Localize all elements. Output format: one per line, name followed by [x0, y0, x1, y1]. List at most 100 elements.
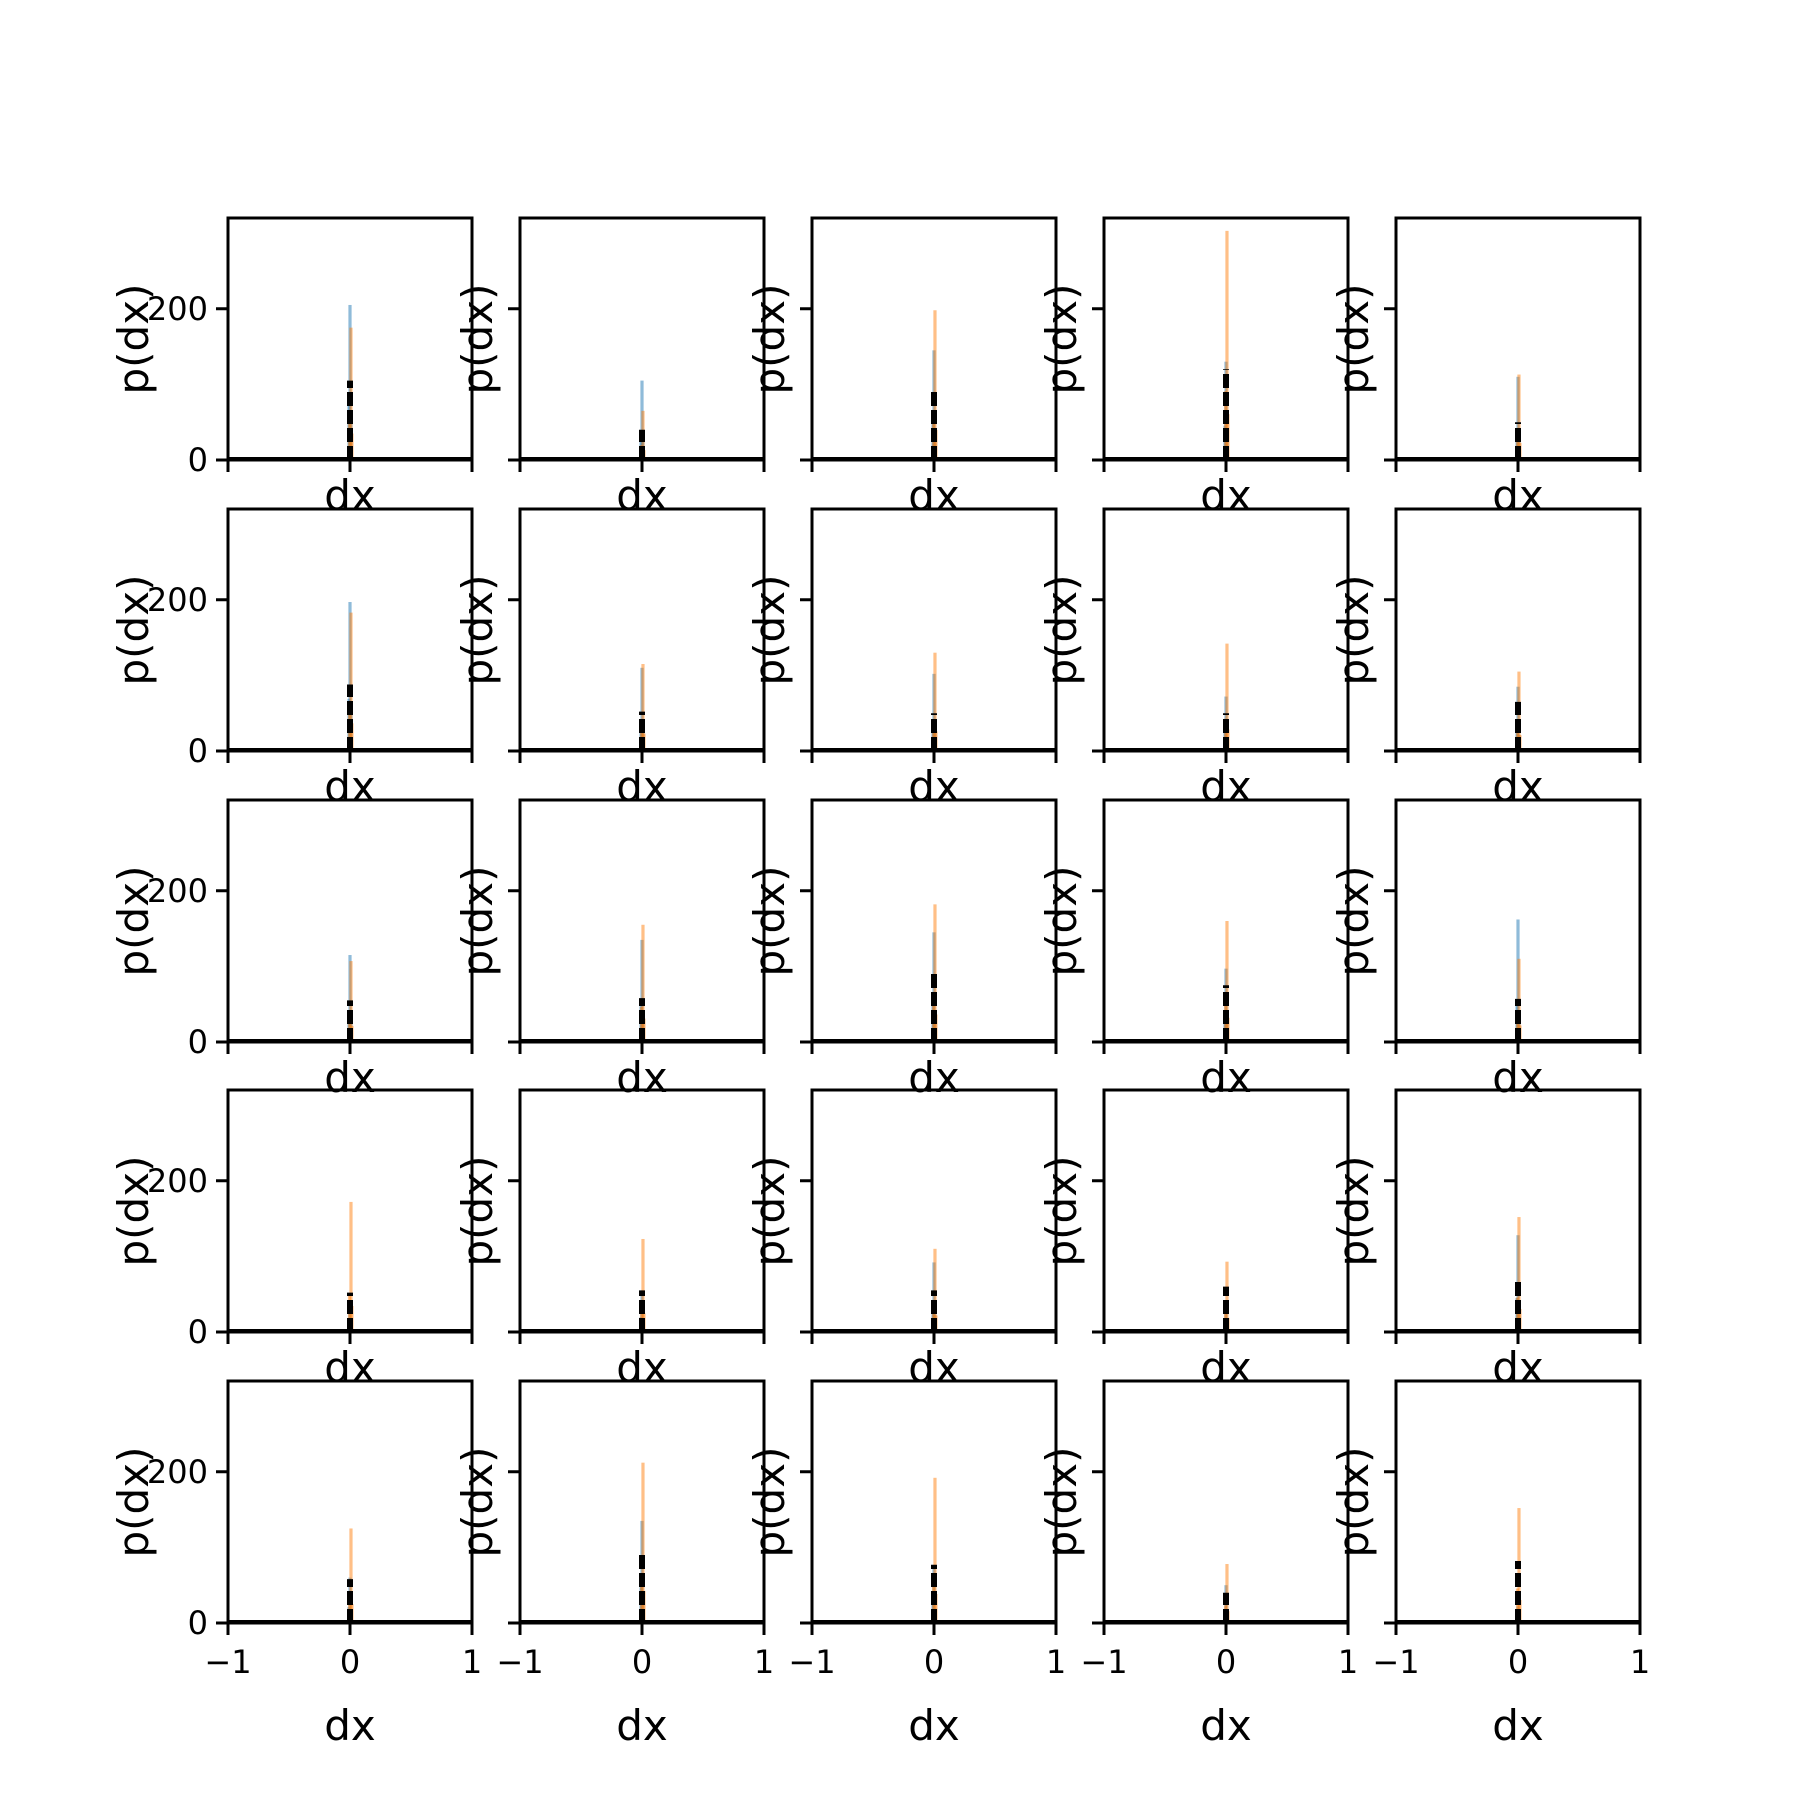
y-axis-label: p(dx) — [1329, 1156, 1378, 1267]
histogram-panel: −1 0 1 p(dx) dx — [1037, 1379, 1358, 1750]
orange-bar — [934, 430, 938, 460]
x-axis-label: dx — [324, 1343, 376, 1392]
histogram-panel: p(dx) dx — [745, 798, 1058, 1102]
y-tick-label: 200 — [147, 1453, 208, 1491]
y-axis-label: p(dx) — [453, 1156, 502, 1267]
histogram-panel: p(dx) dx — [1037, 216, 1350, 520]
orange-bar — [641, 924, 645, 1042]
x-axis-label: dx — [324, 471, 376, 520]
x-tick-label: 0 — [1216, 1643, 1236, 1681]
histogram-panel: p(dx) dx — [453, 507, 766, 811]
y-axis-label: p(dx) — [109, 1447, 158, 1558]
y-axis-label: p(dx) — [109, 1156, 158, 1267]
y-axis-label: p(dx) — [1037, 866, 1086, 977]
y-axis-label: p(dx) — [1329, 1447, 1378, 1558]
y-tick-label: 200 — [147, 581, 208, 619]
x-tick-label: 0 — [340, 1643, 360, 1681]
y-axis-label: p(dx) — [745, 1156, 794, 1267]
y-axis-label: p(dx) — [1329, 284, 1378, 395]
histogram-panel: −1 0 1 p(dx) dx — [453, 1379, 774, 1750]
histogram-panel: p(dx) dx — [453, 798, 766, 1102]
orange-bar — [934, 1593, 938, 1623]
histogram-panel: p(dx) dx — [745, 216, 1058, 520]
x-tick-label: 1 — [1630, 1643, 1650, 1681]
y-axis-label: p(dx) — [453, 284, 502, 395]
x-axis-label: dx — [908, 762, 960, 811]
histogram-panel: p(dx) dx — [1329, 507, 1642, 811]
orange-bar — [642, 1590, 646, 1623]
x-tick-label: −1 — [1080, 1643, 1127, 1681]
x-tick-label: −1 — [1372, 1643, 1419, 1681]
x-axis-label: dx — [1492, 762, 1544, 811]
x-tick-label: 0 — [1508, 1643, 1528, 1681]
histogram-panel: p(dx) dx — [1329, 798, 1642, 1102]
x-axis-label: dx — [908, 1053, 960, 1102]
y-axis-label: p(dx) — [453, 866, 502, 977]
orange-bar — [349, 612, 353, 751]
y-tick-label: 200 — [147, 290, 208, 328]
histogram-panel: p(dx) dx — [1329, 1088, 1642, 1392]
y-axis-label: p(dx) — [1037, 1156, 1086, 1267]
x-tick-label: 1 — [1338, 1643, 1358, 1681]
histogram-panel: −1 0 1 p(dx) dx — [1329, 1379, 1650, 1750]
x-axis-label: dx — [1492, 471, 1544, 520]
y-axis-label: p(dx) — [745, 284, 794, 395]
x-axis-label: dx — [908, 1701, 960, 1750]
x-tick-label: −1 — [204, 1643, 251, 1681]
y-axis-label: p(dx) — [745, 1447, 794, 1558]
orange-bar — [1517, 374, 1521, 460]
x-axis-label: dx — [908, 471, 960, 520]
orange-bar — [641, 1462, 645, 1623]
x-tick-label: 1 — [1046, 1643, 1066, 1681]
y-axis-label: p(dx) — [745, 575, 794, 686]
histogram-panel: p(dx) dx — [453, 216, 766, 520]
y-tick-label: 200 — [147, 1162, 208, 1200]
x-axis-label: dx — [616, 1053, 668, 1102]
histogram-panel: p(dx) dx — [453, 1088, 766, 1392]
orange-bar — [1517, 1217, 1521, 1332]
x-axis-label: dx — [324, 762, 376, 811]
histogram-panel: −1 0 1 p(dx) dx — [745, 1379, 1066, 1750]
x-tick-label: −1 — [788, 1643, 835, 1681]
orange-bar — [641, 1238, 645, 1332]
y-axis-label: p(dx) — [745, 866, 794, 977]
orange-bar — [933, 310, 937, 460]
orange-bar — [1225, 1261, 1229, 1332]
y-tick-label: 0 — [188, 732, 208, 770]
histogram-panel: p(dx) dx — [1037, 507, 1350, 811]
y-tick-label: 0 — [188, 441, 208, 479]
x-axis-label: dx — [1200, 1701, 1252, 1750]
orange-bar — [933, 904, 937, 1042]
y-axis-label: p(dx) — [109, 866, 158, 977]
x-axis-label: dx — [908, 1343, 960, 1392]
orange-bar — [1225, 643, 1229, 751]
x-axis-label: dx — [616, 1343, 668, 1392]
histogram-panel: p(dx) dx — [1037, 1088, 1350, 1392]
x-axis-label: dx — [616, 471, 668, 520]
orange-bar — [349, 1201, 353, 1332]
y-tick-label: 200 — [147, 872, 208, 910]
orange-bar — [933, 1248, 937, 1332]
x-axis-label: dx — [616, 762, 668, 811]
y-axis-label: p(dx) — [1037, 284, 1086, 395]
orange-bar — [349, 1528, 353, 1623]
y-axis-label: p(dx) — [1329, 866, 1378, 977]
y-axis-label: p(dx) — [109, 284, 158, 395]
orange-bar — [933, 652, 937, 751]
x-tick-label: 0 — [924, 1643, 944, 1681]
x-tick-label: −1 — [496, 1643, 543, 1681]
y-axis-label: p(dx) — [1037, 575, 1086, 686]
y-axis-label: p(dx) — [453, 575, 502, 686]
y-axis-label: p(dx) — [1037, 1447, 1086, 1558]
y-axis-label: p(dx) — [453, 1447, 502, 1558]
x-axis-label: dx — [616, 1701, 668, 1750]
x-axis-label: dx — [1492, 1343, 1544, 1392]
x-axis-label: dx — [324, 1053, 376, 1102]
y-tick-label: 0 — [188, 1023, 208, 1061]
